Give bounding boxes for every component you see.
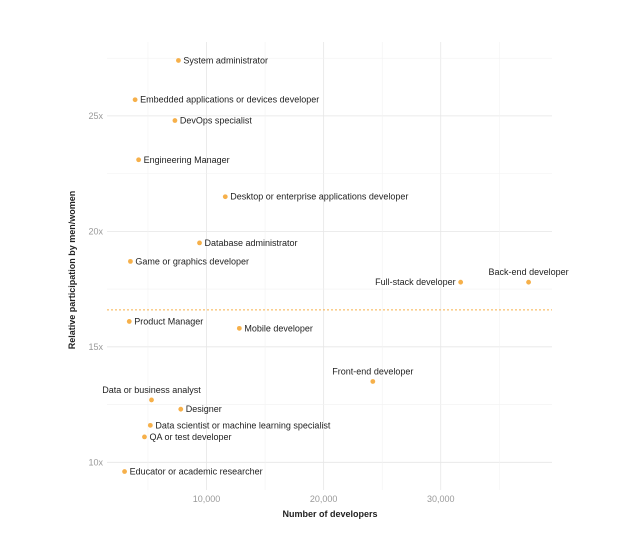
point-label: DevOps specialist xyxy=(180,116,253,126)
point-label: Embedded applications or devices develop… xyxy=(140,95,319,105)
y-tick-label: 15x xyxy=(88,342,103,352)
data-point xyxy=(222,194,228,200)
point-label: Front-end developer xyxy=(332,366,413,376)
x-tick-label: 30,000 xyxy=(427,494,455,504)
y-tick-label: 20x xyxy=(88,226,103,236)
data-point xyxy=(526,279,531,285)
point-label: Full-stack developer xyxy=(375,277,456,287)
point-label: Desktop or enterprise applications devel… xyxy=(230,192,408,202)
x-axis-ticks: 10,000 20,000 30,000 xyxy=(193,494,455,504)
data-point xyxy=(197,240,202,246)
point-label: Designer xyxy=(186,404,222,414)
data-point xyxy=(142,434,147,440)
data-point xyxy=(128,258,133,264)
point-label: QA or test developer xyxy=(149,432,231,442)
point-label: Mobile developer xyxy=(244,323,313,333)
data-point xyxy=(126,319,132,324)
data-point xyxy=(178,406,184,412)
point-label: Back-end developer xyxy=(489,267,569,277)
data-point xyxy=(176,58,181,63)
point-label: Data or business analyst xyxy=(102,385,201,395)
x-tick-label: 10,000 xyxy=(193,494,221,504)
y-tick-label: 10x xyxy=(88,457,103,467)
data-point xyxy=(132,97,138,103)
data-point xyxy=(370,379,376,384)
point-label: Database administrator xyxy=(205,238,298,248)
data-point xyxy=(236,325,242,331)
data-points xyxy=(122,58,531,474)
point-label: Data scientist or machine learning speci… xyxy=(155,420,331,430)
point-label: Engineering Manager xyxy=(144,155,230,165)
data-point xyxy=(136,157,142,163)
y-tick-label: 25x xyxy=(88,111,103,121)
x-tick-label: 20,000 xyxy=(310,494,338,504)
point-label: System administrator xyxy=(183,55,268,65)
point-label: Game or graphics developer xyxy=(135,256,249,266)
point-label: Product Manager xyxy=(134,316,203,326)
data-point xyxy=(147,422,153,428)
point-label: Educator or academic researcher xyxy=(130,467,263,477)
y-axis-title: Relative participation by men/women xyxy=(67,191,77,350)
data-point xyxy=(458,279,464,285)
x-axis-title: Number of developers xyxy=(282,509,377,519)
data-point xyxy=(172,118,178,123)
y-axis-ticks: 10x 15x 20x 25x xyxy=(88,111,103,467)
point-labels: System administrator Embedded application… xyxy=(102,55,568,476)
grid xyxy=(107,42,552,490)
data-point xyxy=(149,397,154,403)
data-point xyxy=(122,469,127,474)
